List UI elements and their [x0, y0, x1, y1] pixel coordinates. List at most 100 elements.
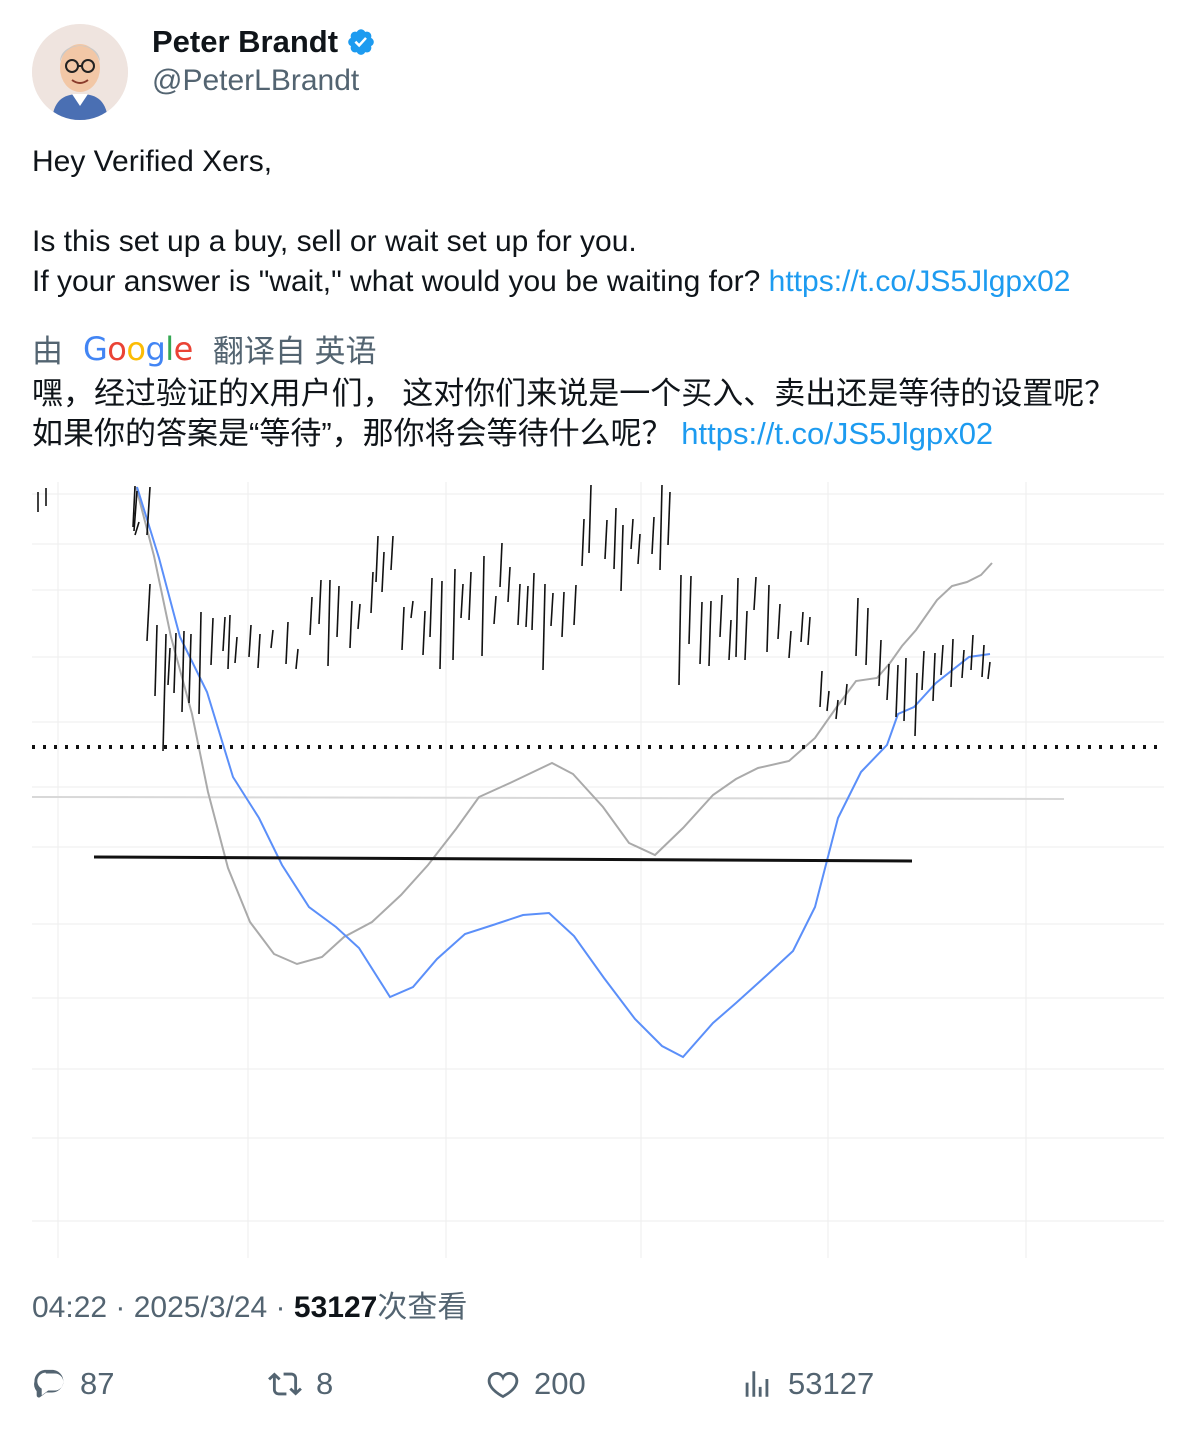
price-bar — [637, 533, 641, 565]
like-button[interactable]: 200 — [486, 1366, 586, 1402]
price-bar — [531, 572, 535, 631]
repost-button[interactable]: 8 — [268, 1366, 333, 1402]
price-bar — [285, 621, 289, 665]
price-bar — [744, 610, 748, 661]
price-bar — [826, 690, 830, 712]
price-bar — [198, 611, 202, 715]
price-bar — [777, 603, 781, 640]
price-bar — [227, 614, 231, 670]
price-bar — [381, 551, 385, 593]
tweet-date[interactable]: 2025/3/24 — [133, 1291, 268, 1324]
author-handle[interactable]: @PeterLBrandt — [152, 64, 360, 97]
price-bar — [309, 596, 313, 636]
price-bar — [154, 624, 158, 697]
price-bar — [181, 630, 185, 713]
price-bar — [188, 633, 192, 704]
price-bar — [914, 672, 918, 737]
price-bar — [468, 571, 472, 621]
price-bar — [248, 624, 252, 658]
price-bar — [678, 574, 682, 686]
translation-suffix[interactable]: 翻译自 英语 — [212, 334, 377, 369]
price-bar — [895, 664, 899, 718]
price-bar — [525, 585, 529, 628]
price-bar — [542, 583, 546, 671]
view-count: 53127 — [293, 1291, 378, 1324]
avatar[interactable] — [32, 24, 128, 120]
price-bar — [295, 648, 299, 670]
price-bar — [561, 591, 565, 638]
price-bar — [327, 579, 331, 667]
price-bar — [651, 516, 655, 555]
price-bar — [708, 600, 712, 667]
price-bar — [517, 583, 521, 626]
price-bar — [987, 661, 991, 680]
price-bar — [162, 633, 167, 752]
price-bar — [970, 634, 974, 671]
price-bar — [132, 485, 136, 528]
price-bar — [422, 610, 426, 656]
price-bar — [357, 603, 361, 630]
price-bar — [133, 490, 138, 532]
reply-count: 87 — [80, 1366, 115, 1401]
price-bar — [630, 518, 634, 550]
price-bar — [878, 639, 882, 687]
tweet-meta: 04:22 · 2025/3/24 · 53127次查看 — [32, 1282, 467, 1326]
views-action-count: 53127 — [788, 1366, 875, 1401]
translation-attribution: 由 Google 翻译自 英语 — [32, 326, 376, 371]
price-bar — [688, 575, 692, 645]
price-bar — [950, 638, 954, 688]
moving-average-fast — [136, 486, 991, 1059]
translated-line-1: 嘿，经过验证的X用户们， 这对你们来说是一个买入、卖出还是等待的设置呢？ — [32, 376, 1116, 411]
views-button[interactable]: 53127 — [740, 1366, 874, 1402]
price-bar — [146, 583, 151, 642]
price-bar — [766, 584, 770, 653]
heart-icon — [487, 1371, 519, 1399]
reply-button[interactable]: 87 — [32, 1366, 114, 1402]
author-name[interactable]: Peter Brandt — [152, 24, 339, 59]
price-bar — [588, 484, 592, 554]
analytics-icon — [745, 1371, 769, 1397]
price-bar — [390, 535, 394, 571]
translation-prefix: 由 — [32, 334, 63, 369]
price-bar — [234, 636, 238, 664]
price-bar — [940, 644, 944, 676]
translated-line-2: 如果你的答案是“等待”，那你将会等待什么呢？ https://t.co/JS5J… — [32, 414, 1182, 454]
price-bar — [865, 607, 869, 666]
meta-separator-1: · — [107, 1291, 134, 1324]
price-chart-image[interactable] — [32, 482, 1164, 1258]
price-bar — [210, 617, 214, 666]
price-bar — [222, 616, 226, 652]
price-bar — [835, 699, 839, 720]
price-bar — [699, 601, 703, 665]
verified-badge-icon[interactable] — [346, 27, 376, 57]
price-bar — [370, 571, 374, 614]
tweet-line-1: Hey Verified Xers, — [32, 145, 273, 178]
tweet-link[interactable]: https://t.co/JS5Jlgpx02 — [768, 265, 1071, 298]
translated-link[interactable]: https://t.co/JS5Jlgpx02 — [681, 416, 994, 451]
price-bar — [349, 600, 353, 649]
price-bar — [921, 650, 925, 691]
price-bar — [819, 670, 823, 708]
price-bar — [981, 644, 985, 678]
price-bar — [481, 555, 485, 657]
price-bar — [499, 542, 503, 588]
price-bar — [173, 632, 177, 694]
price-bar — [270, 629, 274, 649]
price-bar — [728, 619, 732, 661]
price-bar — [336, 585, 340, 638]
price-bar — [604, 519, 608, 560]
price-bar — [318, 579, 322, 625]
repost-count: 8 — [316, 1366, 334, 1401]
price-bar — [961, 649, 965, 679]
tweet-time[interactable]: 04:22 — [32, 1291, 108, 1324]
price-bar — [146, 486, 151, 536]
price-bar — [932, 652, 936, 702]
price-bar — [735, 577, 739, 658]
price-bar — [903, 657, 907, 722]
author-name-row: Peter Brandt — [152, 24, 376, 60]
neckline — [93, 855, 913, 863]
price-bar — [581, 518, 585, 567]
price-bar — [800, 611, 804, 643]
reply-icon — [34, 1369, 64, 1398]
view-count-label: 次查看 — [377, 1291, 468, 1324]
